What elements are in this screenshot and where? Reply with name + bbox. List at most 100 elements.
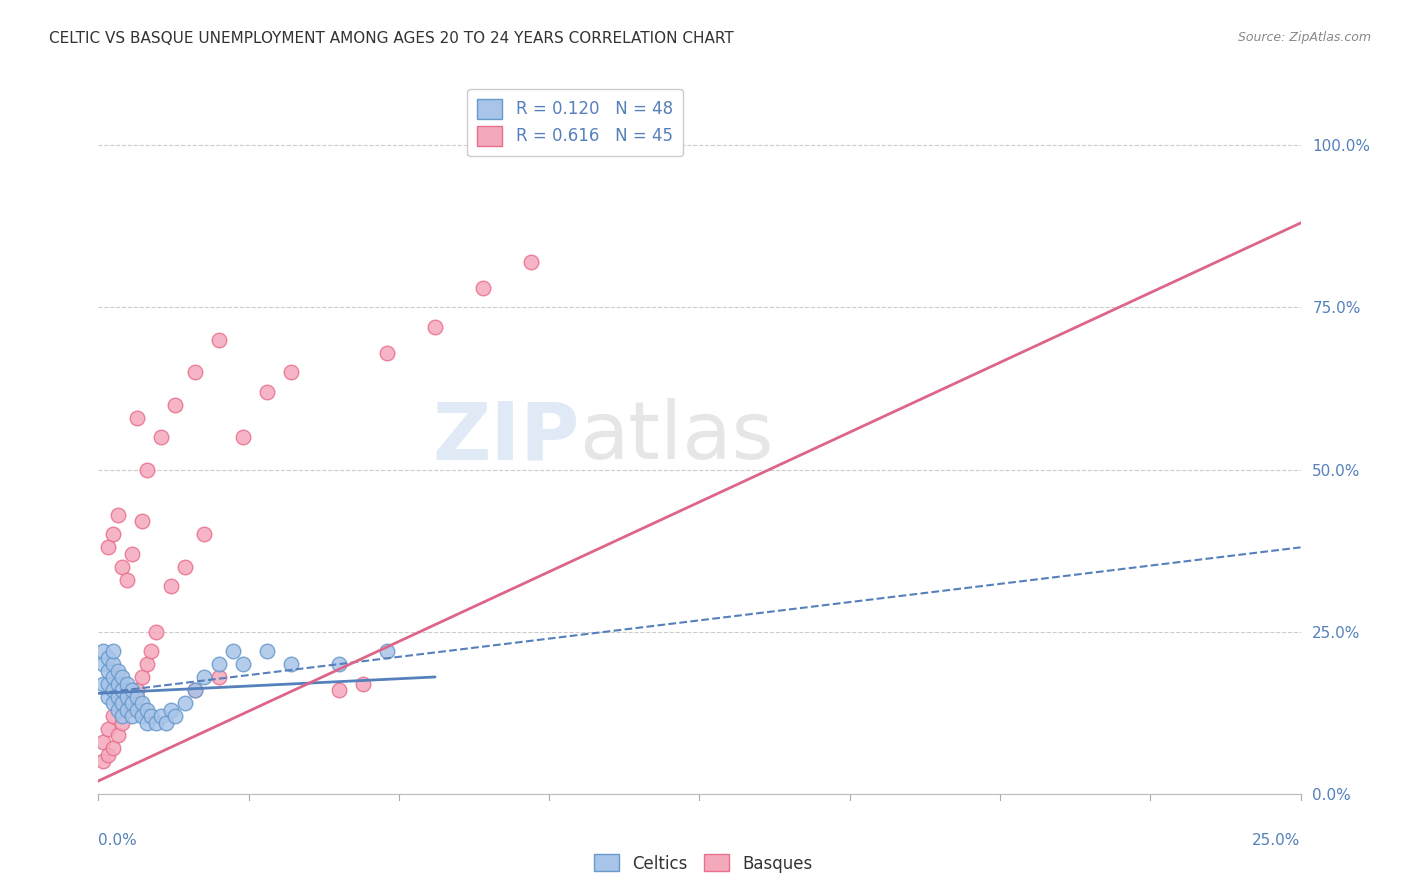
Point bbox=[193, 670, 215, 684]
Point bbox=[117, 702, 139, 716]
Text: CELTIC VS BASQUE UNEMPLOYMENT AMONG AGES 20 TO 24 YEARS CORRELATION CHART: CELTIC VS BASQUE UNEMPLOYMENT AMONG AGES… bbox=[49, 31, 734, 46]
Point bbox=[97, 541, 120, 555]
Point bbox=[107, 690, 129, 704]
Point bbox=[101, 683, 124, 698]
Point bbox=[101, 657, 124, 672]
Point bbox=[101, 670, 124, 684]
Point bbox=[97, 664, 120, 678]
Point bbox=[121, 683, 143, 698]
Text: Source: ZipAtlas.com: Source: ZipAtlas.com bbox=[1237, 31, 1371, 45]
Point bbox=[97, 690, 120, 704]
Point bbox=[117, 690, 139, 704]
Point bbox=[125, 702, 148, 716]
Point bbox=[111, 676, 134, 690]
Point bbox=[280, 365, 302, 379]
Point bbox=[280, 657, 302, 672]
Point bbox=[101, 709, 124, 723]
Point bbox=[352, 676, 374, 690]
Point bbox=[131, 696, 153, 710]
Point bbox=[117, 573, 139, 587]
Point bbox=[131, 515, 153, 529]
Point bbox=[520, 138, 543, 153]
Point bbox=[208, 657, 231, 672]
Point bbox=[183, 683, 205, 698]
Point bbox=[145, 624, 167, 639]
Point bbox=[208, 670, 231, 684]
Point bbox=[101, 741, 124, 756]
Point bbox=[193, 527, 215, 541]
Point bbox=[97, 650, 120, 665]
Point bbox=[149, 709, 172, 723]
Point bbox=[174, 559, 197, 574]
Point bbox=[141, 644, 163, 658]
Point bbox=[101, 644, 124, 658]
Point bbox=[107, 690, 129, 704]
Point bbox=[111, 559, 134, 574]
Point bbox=[101, 527, 124, 541]
Point bbox=[91, 755, 114, 769]
Point bbox=[121, 690, 143, 704]
Point bbox=[131, 709, 153, 723]
Point bbox=[149, 430, 172, 444]
Point bbox=[111, 709, 134, 723]
Point bbox=[375, 345, 398, 359]
Point bbox=[107, 729, 129, 743]
Point bbox=[328, 683, 350, 698]
Point bbox=[91, 657, 114, 672]
Point bbox=[91, 676, 114, 690]
Point bbox=[135, 715, 157, 730]
Point bbox=[107, 664, 129, 678]
Point bbox=[135, 702, 157, 716]
Legend: R = 0.120   N = 48, R = 0.616   N = 45: R = 0.120 N = 48, R = 0.616 N = 45 bbox=[467, 88, 683, 156]
Point bbox=[165, 709, 187, 723]
Point bbox=[117, 676, 139, 690]
Text: ZIP: ZIP bbox=[432, 398, 579, 476]
Point bbox=[91, 644, 114, 658]
Point bbox=[101, 696, 124, 710]
Point bbox=[520, 255, 543, 269]
Point bbox=[141, 709, 163, 723]
Point bbox=[222, 644, 245, 658]
Point bbox=[125, 690, 148, 704]
Legend: Celtics, Basques: Celtics, Basques bbox=[586, 847, 820, 880]
Text: 25.0%: 25.0% bbox=[1253, 833, 1301, 848]
Point bbox=[174, 696, 197, 710]
Point bbox=[183, 683, 205, 698]
Point bbox=[159, 579, 181, 593]
Point bbox=[107, 676, 129, 690]
Text: atlas: atlas bbox=[579, 398, 773, 476]
Point bbox=[111, 670, 134, 684]
Point bbox=[91, 735, 114, 749]
Point bbox=[125, 683, 148, 698]
Point bbox=[159, 702, 181, 716]
Point bbox=[117, 702, 139, 716]
Point bbox=[256, 384, 278, 399]
Point bbox=[97, 676, 120, 690]
Text: 0.0%: 0.0% bbox=[98, 833, 138, 848]
Point bbox=[155, 715, 177, 730]
Point bbox=[183, 365, 205, 379]
Point bbox=[135, 657, 157, 672]
Point bbox=[256, 644, 278, 658]
Point bbox=[97, 747, 120, 762]
Point bbox=[165, 398, 187, 412]
Point bbox=[107, 702, 129, 716]
Point bbox=[111, 715, 134, 730]
Point bbox=[145, 715, 167, 730]
Point bbox=[121, 547, 143, 561]
Point bbox=[208, 333, 231, 347]
Point bbox=[111, 683, 134, 698]
Point bbox=[125, 410, 148, 425]
Point bbox=[97, 722, 120, 736]
Point bbox=[131, 670, 153, 684]
Point bbox=[423, 319, 446, 334]
Point bbox=[232, 657, 254, 672]
Point bbox=[111, 696, 134, 710]
Point bbox=[121, 696, 143, 710]
Point bbox=[375, 644, 398, 658]
Point bbox=[121, 709, 143, 723]
Point bbox=[472, 281, 495, 295]
Point bbox=[135, 462, 157, 476]
Point bbox=[107, 508, 129, 522]
Point bbox=[232, 430, 254, 444]
